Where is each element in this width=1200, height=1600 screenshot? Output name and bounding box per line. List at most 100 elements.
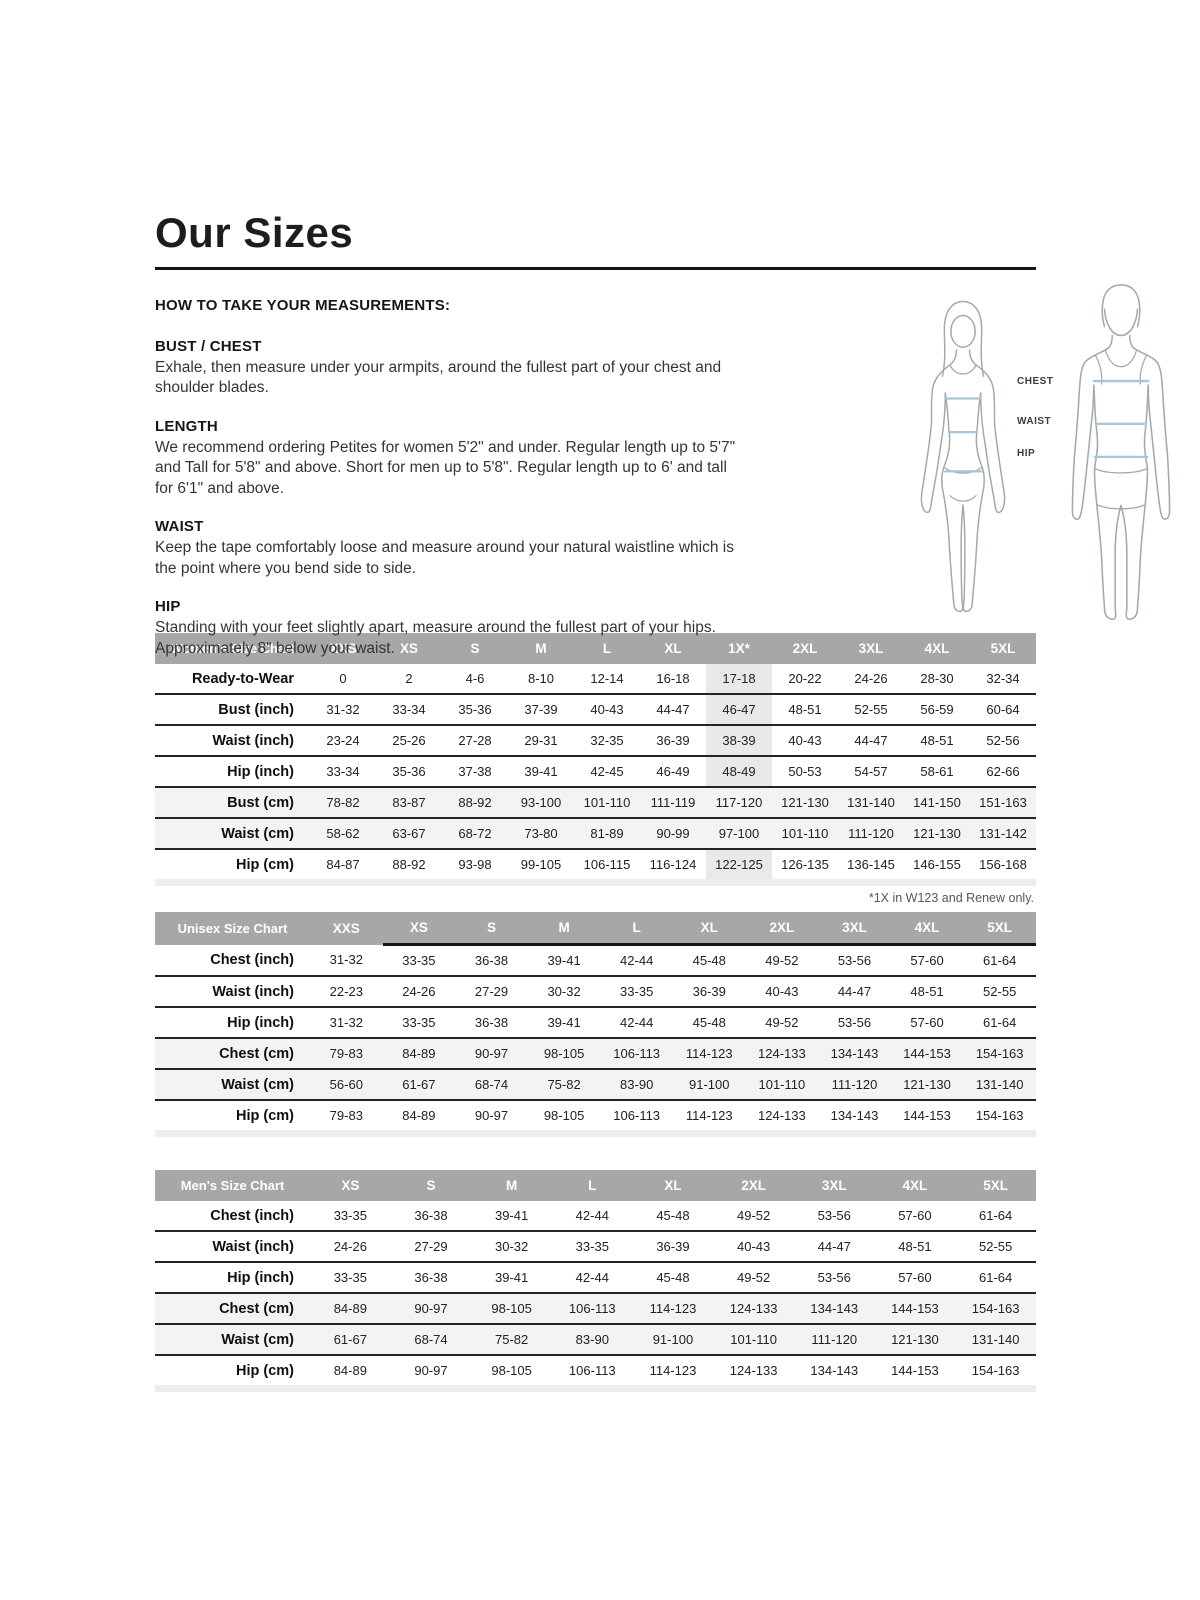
size-cell: 33-35 — [551, 1230, 633, 1262]
size-cell: 68-72 — [442, 817, 508, 849]
table-row: Hip (cm) 84-89 90-97 98-105 106-113 114-123 12… — [155, 1354, 1036, 1385]
size-column-header: S — [390, 1170, 472, 1201]
size-cell: 24-26 — [382, 975, 456, 1007]
size-column-header: 3XL — [838, 633, 904, 664]
size-cell: 134-143 — [793, 1292, 875, 1324]
size-cell: 62-66 — [970, 755, 1036, 787]
size-cell: 24-26 — [854, 671, 888, 686]
size-cell: 131-142 — [970, 817, 1036, 849]
size-column-header: 4XL — [904, 633, 970, 664]
howto-heading: HOW TO TAKE YOUR MEASUREMENTS: — [155, 297, 451, 314]
length-body: We recommend ordering Petites for women … — [155, 438, 736, 497]
male-shorts-top — [1094, 467, 1148, 474]
size-cell: 60-64 — [970, 693, 1036, 725]
unisex-table-bottom-strip — [155, 1130, 1036, 1137]
hip-heading: HIP — [155, 598, 181, 616]
size-cell: 126-135 — [772, 848, 838, 879]
size-cell: 36-39 — [640, 724, 706, 756]
size-cell: 36-39 — [672, 975, 746, 1007]
size-cell: 111-120 — [793, 1323, 875, 1355]
size-cell: 134-143 — [818, 1099, 891, 1130]
measurement-instructions: HOW TO TAKE YOUR MEASUREMENTS: BUST / CH… — [155, 270, 1171, 657]
table-row: Waist (inch) 22-23 24-26 27-29 30-32 33-35 36-… — [155, 975, 1036, 1007]
size-cell: 116-124 — [640, 848, 706, 879]
size-cell: 106-115 — [574, 848, 640, 879]
size-cell: 40-43 — [713, 1230, 794, 1262]
size-cell: 57-60 — [874, 1261, 956, 1293]
size-cell: 101-110 — [772, 817, 838, 849]
size-column-header: XL — [672, 912, 746, 946]
size-cell: 17-18 — [706, 664, 772, 694]
size-cell: 45-48 — [672, 1006, 746, 1038]
size-cell: 144-153 — [890, 1037, 964, 1069]
size-cell: 33-35 — [600, 975, 673, 1007]
size-cell: 134-143 — [818, 1037, 891, 1069]
size-column-header: L — [574, 633, 640, 664]
size-column-header: XXS — [310, 633, 376, 664]
size-cell: 48-51 — [874, 1230, 956, 1262]
row-label: Hip (inch) — [155, 1261, 310, 1293]
unisex-size-chart-table: Unisex Size Chart XXS XS S M L XL 2XL 3XL 4XL 5XL C… — [155, 912, 1036, 1130]
size-cell: 20-22 — [788, 671, 822, 686]
size-cell: 25-26 — [376, 724, 442, 756]
size-cell: 57-60 — [910, 953, 944, 968]
row-label: Chest (cm) — [155, 1292, 310, 1324]
size-cell: 36-39 — [632, 1230, 714, 1262]
size-cell: 29-31 — [508, 724, 574, 756]
size-cell: 88-92 — [376, 848, 442, 879]
size-cell: 27-28 — [442, 724, 508, 756]
row-label: Waist (cm) — [155, 1323, 310, 1355]
size-cell: 0 — [339, 671, 347, 686]
table-title: Unisex Size Chart — [155, 912, 310, 945]
table-row: Hip (cm) 84-87 88-92 93-98 99-105 106-115 116-… — [155, 848, 1036, 879]
size-column-header: 1X* — [706, 633, 772, 664]
row-label: Hip (cm) — [155, 848, 310, 879]
row-label: Bust (cm) — [155, 786, 310, 818]
size-cell: 32-34 — [986, 671, 1020, 686]
size-cell: 98-105 — [471, 1292, 552, 1324]
size-cell: 111-120 — [818, 1068, 891, 1100]
size-cell: 101-110 — [713, 1323, 794, 1355]
size-cell: 27-29 — [390, 1230, 472, 1262]
size-cell: 151-163 — [970, 786, 1036, 818]
size-cell: 57-60 — [898, 1208, 932, 1223]
size-cell: 68-74 — [455, 1068, 528, 1100]
size-cell: 49-52 — [736, 1208, 771, 1223]
size-cell: 124-133 — [745, 1099, 819, 1130]
size-cell: 114-123 — [672, 1099, 746, 1130]
size-cell: 33-35 — [382, 1006, 456, 1038]
size-cell: 33-34 — [310, 755, 376, 787]
size-cell: 36-38 — [455, 1006, 528, 1038]
size-cell: 117-120 — [706, 786, 772, 818]
row-label: Waist (cm) — [155, 1068, 310, 1100]
size-column-header: M — [508, 633, 574, 664]
size-cell: 84-89 — [310, 1292, 391, 1324]
size-cell: 49-52 — [713, 1261, 794, 1293]
size-cell: 44-47 — [640, 693, 706, 725]
size-cell: 124-133 — [713, 1354, 794, 1385]
size-cell: 58-61 — [904, 755, 970, 787]
row-label: Chest (inch) — [210, 1207, 294, 1224]
size-cell: 124-133 — [745, 1037, 819, 1069]
male-face-outline — [1103, 308, 1139, 337]
size-cell: 90-97 — [455, 1099, 528, 1130]
size-cell: 53-56 — [793, 1261, 875, 1293]
size-cell: 48-51 — [890, 975, 964, 1007]
size-column-header: L — [600, 912, 673, 946]
table-row: Hip (cm) 79-83 84-89 90-97 98-105 106-113 114-… — [155, 1099, 1036, 1130]
size-cell: 48-51 — [904, 724, 970, 756]
row-label: Hip (inch) — [155, 755, 310, 787]
size-cell: 154-163 — [955, 1354, 1036, 1385]
table-header-row: Men's Size Chart XS S M L XL 2XL 3XL 4XL 5XL — [155, 1170, 1036, 1201]
table-row: Hip (inch) 33-34 35-36 37-38 39-41 42-45 46-49… — [155, 755, 1036, 787]
size-cell: 98-105 — [471, 1354, 552, 1385]
male-left-armhole — [1095, 355, 1103, 385]
size-cell: 63-67 — [376, 817, 442, 849]
size-column-header: 3XL — [793, 1170, 875, 1201]
size-cell: 35-36 — [376, 755, 442, 787]
size-cell: 32-35 — [574, 724, 640, 756]
length-heading: LENGTH — [155, 417, 218, 435]
page-content: Our Sizes HOW TO TAKE YOUR MEASUREMENTS:… — [155, 0, 1171, 1392]
waist-heading: WAIST — [155, 518, 204, 536]
size-cell: 44-47 — [793, 1230, 875, 1262]
